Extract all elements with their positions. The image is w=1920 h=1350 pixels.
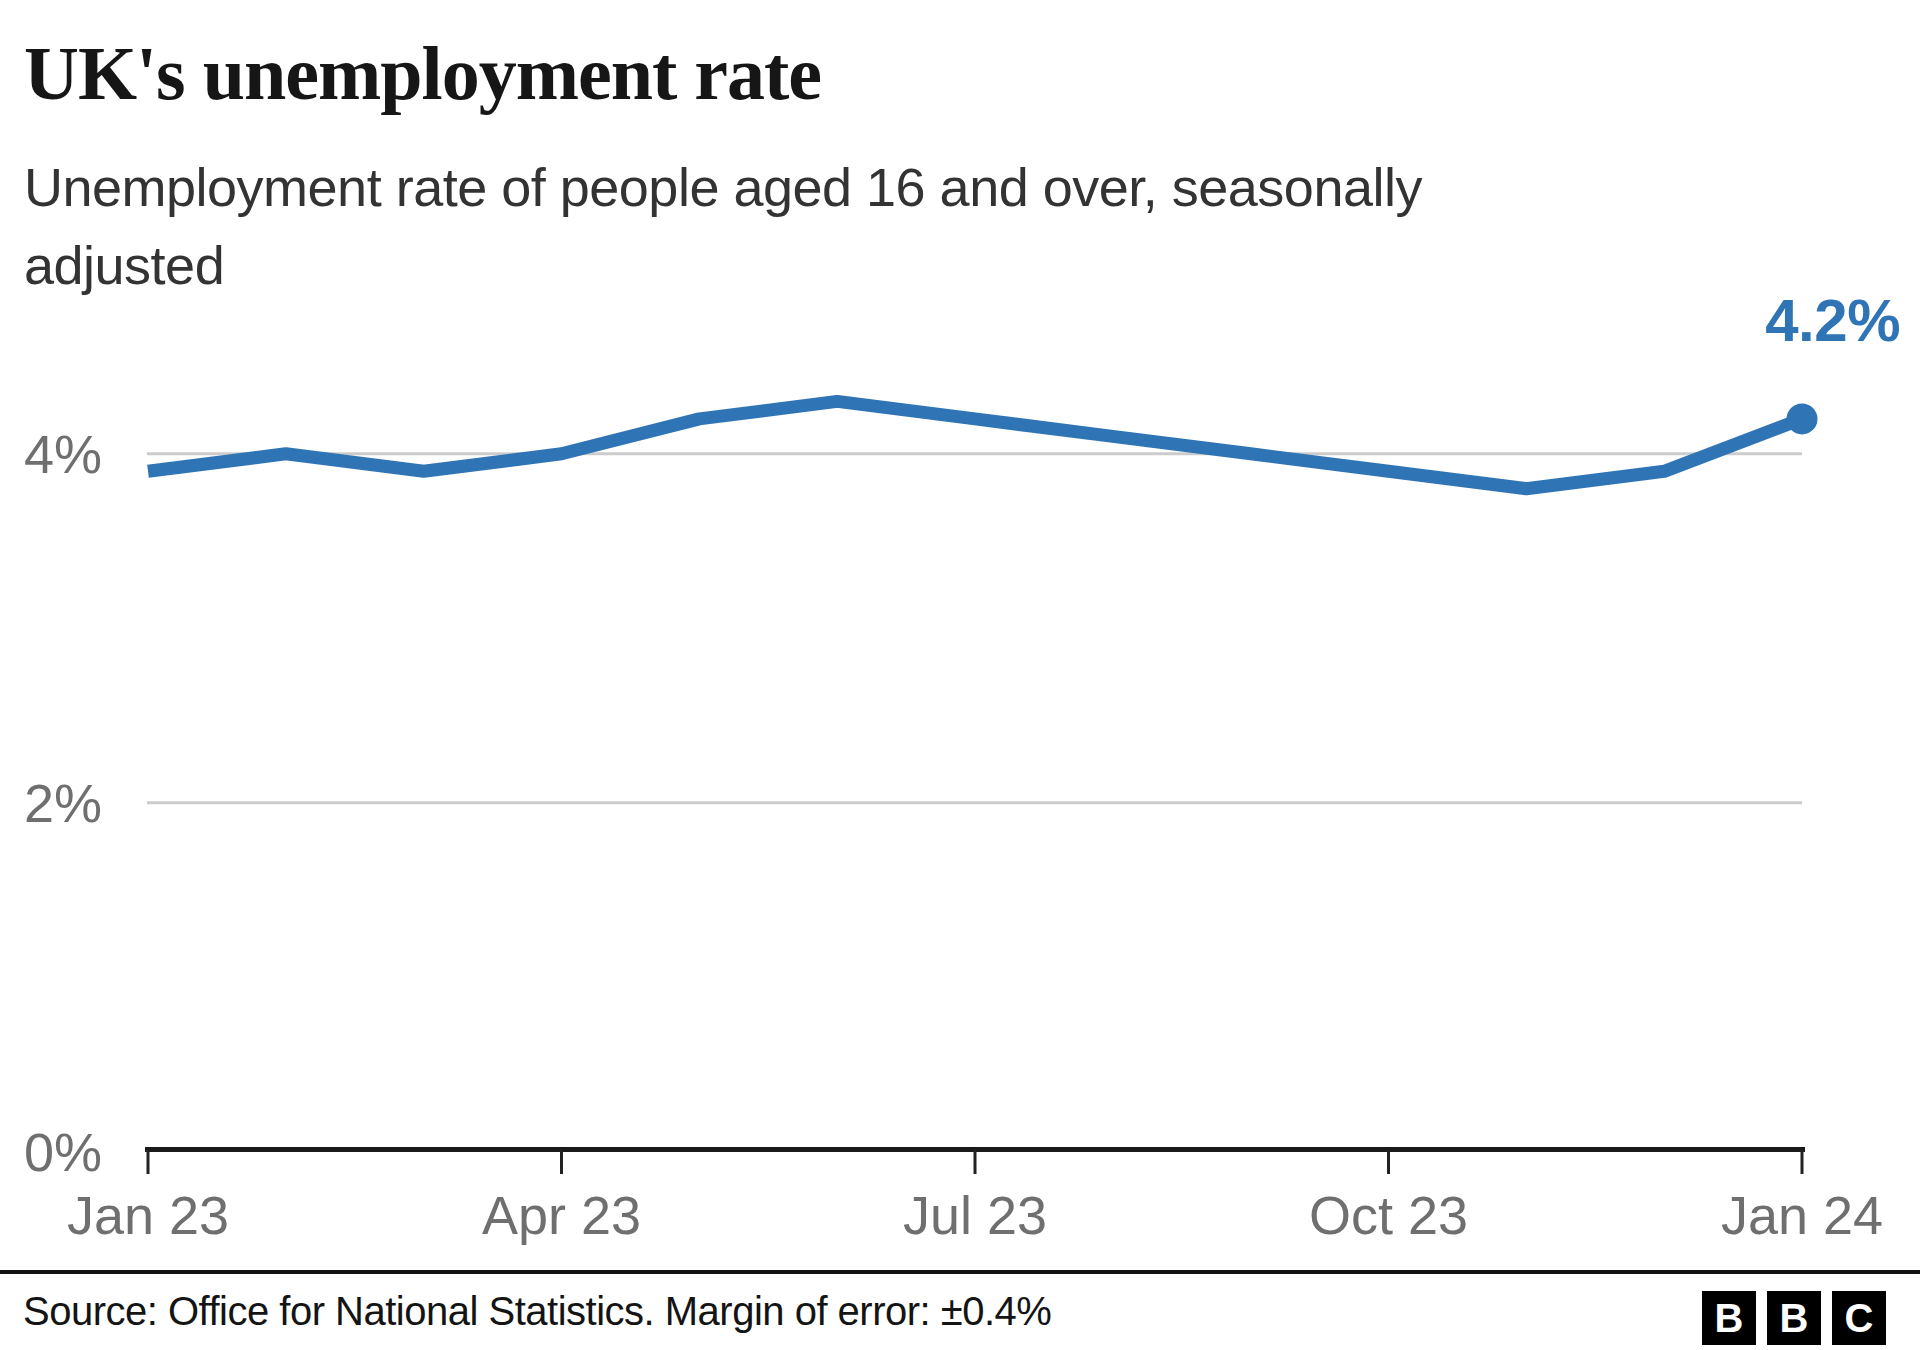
bbc-logo-block-B: B — [1702, 1291, 1756, 1345]
latest-value-annotation: 4.2% — [1765, 291, 1900, 351]
x-axis-label-Apr-23: Apr 23 — [412, 1185, 712, 1245]
bbc-logo-block-C: C — [1832, 1291, 1886, 1345]
footer-divider — [0, 1270, 1920, 1274]
x-axis-label-Oct-23: Oct 23 — [1239, 1185, 1539, 1245]
y-axis-label-0%: 0% — [24, 1125, 154, 1179]
bbc-logo-block-B: B — [1767, 1291, 1821, 1345]
x-axis-label-Jan-24: Jan 24 — [1672, 1185, 1920, 1245]
chart-subtitle: Unemployment rate of people aged 16 and … — [24, 148, 1424, 304]
unemployment-rate-line — [148, 401, 1802, 488]
x-axis-label-Jan-23: Jan 23 — [0, 1185, 298, 1245]
bbc-unemployment-chart-page: { "header": { "title": "UK's unemploymen… — [0, 0, 1920, 1350]
latest-point-dot — [1787, 403, 1818, 434]
x-axis-label-Jul-23: Jul 23 — [825, 1185, 1125, 1245]
y-axis-label-2%: 2% — [24, 776, 154, 830]
y-axis-label-4%: 4% — [24, 427, 154, 481]
chart-title: UK's unemployment rate — [24, 34, 1724, 114]
source-note: Source: Office for National Statistics. … — [23, 1287, 1523, 1335]
bbc-logo: BBC — [1702, 1291, 1892, 1345]
